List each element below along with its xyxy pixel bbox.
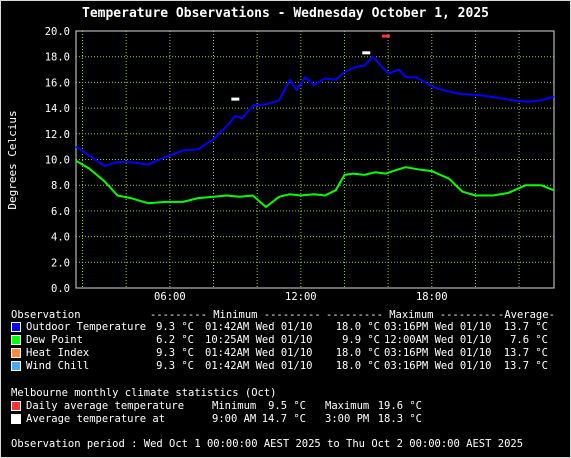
legend-average: 13.7 °C	[503, 347, 548, 359]
y-tick-label: 2.0	[51, 257, 70, 269]
climate-col1-value: 14.7 °C	[261, 413, 306, 425]
series-lines	[75, 55, 555, 208]
legend-max-value: 18.0 °C	[335, 360, 380, 372]
legend-row-name: Dew Point	[26, 334, 83, 346]
y-tick-label: 12.0	[45, 129, 70, 141]
legend-swatch-dew-point	[11, 335, 21, 345]
legend-observation-header: Observation	[11, 309, 81, 321]
legend-min-value: 9.3 °C	[156, 360, 194, 372]
legend-minimum-header: --------- Minimum ---------	[150, 309, 321, 321]
climate-row-name: Daily average temperature	[26, 400, 185, 412]
legend-min-value: 6.2 °C	[156, 334, 194, 346]
y-tick-label: 6.0	[51, 206, 70, 218]
legend-min-time: 01:42AM Wed 01/10	[205, 321, 313, 333]
legend-maximum-header: --------- Maximum ---------	[326, 309, 497, 321]
legend-swatch-outdoor-temperature	[11, 322, 21, 332]
x-tick-labels: 06:00 12:00 18:00	[154, 291, 448, 300]
legend-swatch-heat-index	[11, 348, 21, 358]
legend-max-value: 18.0 °C	[335, 321, 380, 333]
temperature-chart: 0.02.04.06.08.010.012.014.016.018.020.0 …	[45, 26, 555, 300]
climate-col1-label: 9:00 AM	[212, 413, 257, 425]
legend-min-time: 10:25AM Wed 01/10	[205, 334, 313, 346]
chart-title: Temperature Observations - Wednesday Oct…	[82, 6, 489, 21]
legend-max-value: 18.0 °C	[335, 347, 380, 359]
climate-marker	[231, 97, 240, 101]
legend-min-time: 01:42AM Wed 01/10	[205, 360, 313, 372]
legend-max-value: 9.9 °C	[342, 334, 380, 346]
legend-min-value: 9.3 °C	[156, 347, 194, 359]
legend-average-header: -Average-	[498, 309, 555, 321]
y-tick-label: 14.0	[45, 103, 70, 115]
legend-average: 7.6 °C	[510, 334, 548, 346]
y-tick-label: 0.0	[51, 283, 70, 295]
legend-row-name: Wind Chill	[26, 360, 90, 372]
x-tick-label: 12:00	[285, 291, 317, 300]
climate-marker	[381, 34, 390, 38]
y-tick-label: 4.0	[51, 232, 70, 244]
legend-average: 13.7 °C	[503, 360, 548, 372]
y-tick-label: 10.0	[45, 155, 70, 167]
dew-point-line	[75, 159, 555, 208]
y-tick-label: 16.0	[45, 77, 70, 89]
y-tick-label: 20.0	[45, 26, 70, 38]
climate-col1-value: 9.5 °C	[268, 400, 306, 412]
climate-col2-value: 18.3 °C	[377, 413, 422, 425]
climate-heading: Melbourne monthly climate statistics (Oc…	[11, 387, 277, 399]
climate-markers	[231, 34, 390, 101]
y-tick-label: 8.0	[51, 180, 70, 192]
observation-period: Observation period : Wed Oct 1 00:00:00 …	[11, 438, 524, 450]
legend-min-value: 9.3 °C	[156, 321, 194, 333]
x-tick-label: 06:00	[154, 291, 186, 300]
legend-max-time: 12:00AM Wed 01/10	[384, 334, 492, 346]
plot-area	[75, 30, 555, 289]
legend-row-name: Outdoor Temperature	[26, 321, 147, 333]
y-tick-label: 18.0	[45, 52, 70, 64]
climate-swatch-average-at	[11, 414, 21, 424]
y-tick-labels: 0.0 2.0 4.0 6.0 8.0 10.0 12.0 14.0 16.0 18.0 20.0	[45, 26, 70, 295]
legend-swatch-wind-chill	[11, 361, 21, 371]
climate-row-name: Average temperature at	[26, 413, 166, 425]
legend-row-name: Heat Index	[26, 347, 90, 359]
legend-average: 13.7 °C	[503, 321, 548, 333]
legend-max-time: 03:16PM Wed 01/10	[384, 360, 492, 372]
climate-col1-label: Minimum	[212, 400, 257, 412]
outdoor-temperature-line	[75, 55, 555, 167]
x-tick-label: 18:00	[416, 291, 448, 300]
climate-marker	[362, 51, 371, 55]
climate-col2-label: 3:00 PM	[325, 413, 370, 425]
climate-col2-label: Maximum	[325, 400, 370, 412]
climate-swatch-daily-average	[11, 401, 21, 411]
legend-max-time: 03:16PM Wed 01/10	[384, 347, 492, 359]
climate-col2-value: 19.6 °C	[377, 400, 422, 412]
legend-max-time: 03:16PM Wed 01/10	[384, 321, 492, 333]
legend-min-time: 01:42AM Wed 01/10	[205, 347, 313, 359]
